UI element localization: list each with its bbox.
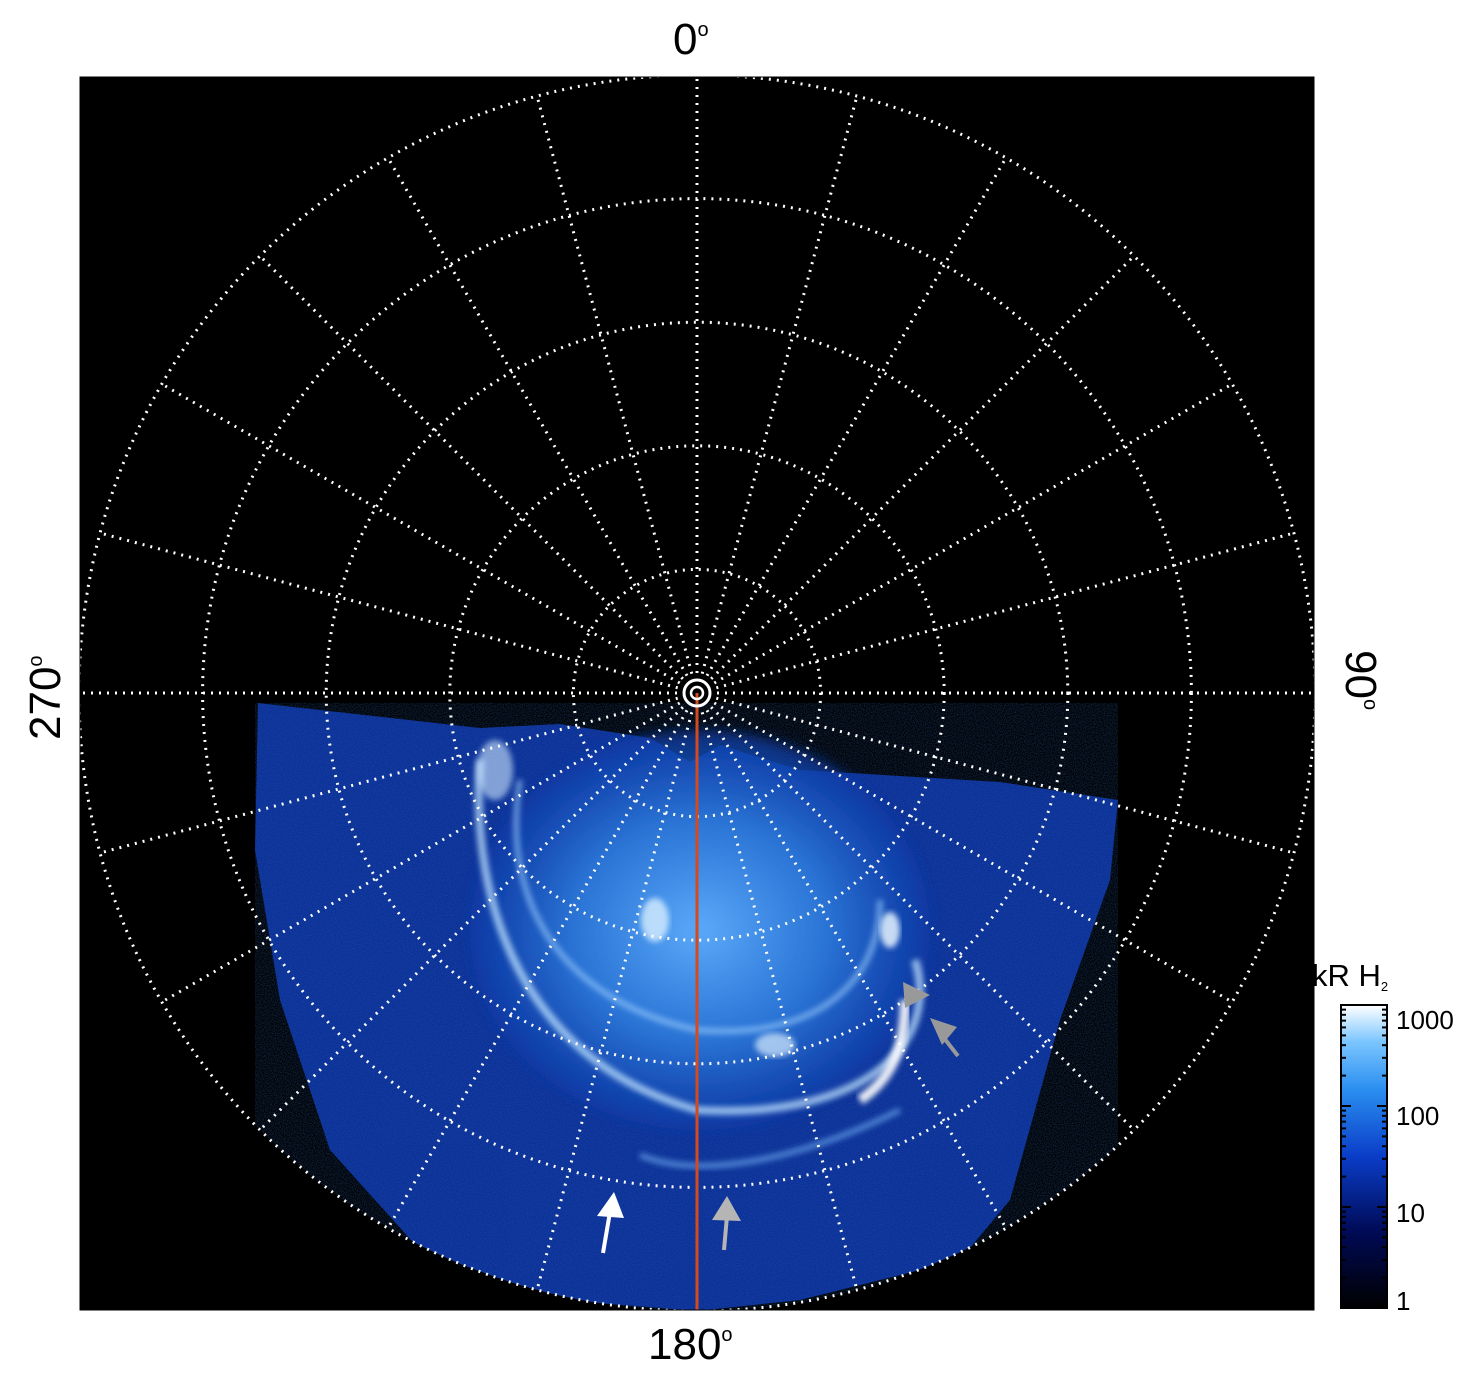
grey-arrowhead [903, 982, 930, 1008]
colorbar-tick-label: 10 [1396, 1198, 1425, 1228]
map-frame [79, 76, 1315, 1311]
colorbar-tick-label: 100 [1396, 1101, 1440, 1131]
bright-spot [641, 898, 669, 942]
colorbar [1340, 1004, 1388, 1309]
oval-arc [474, 759, 924, 1115]
colorbar-tick-label: 1000 [1396, 1005, 1454, 1035]
latitude-circle [324, 320, 1070, 1066]
inner-arc [513, 779, 883, 1035]
bright-spot [477, 740, 513, 800]
colorbar-tick-label: 1 [1396, 1286, 1411, 1316]
auroral-emission [255, 703, 1118, 1310]
bright-spot [880, 912, 900, 948]
label-180-degrees: 180o [648, 1320, 733, 1369]
label-0-degrees: 0o [673, 15, 709, 64]
grey-arrow [930, 1018, 960, 1058]
outer-arc [638, 1107, 902, 1169]
latitude-circle [571, 567, 823, 819]
bright-arc [857, 999, 910, 1105]
colorbar-ticks [1341, 1004, 1387, 1309]
colorbar-gradient [1340, 1004, 1388, 1309]
latitude-circle [448, 444, 946, 942]
bright-spot [755, 1033, 795, 1057]
grey-arrow [712, 1196, 741, 1251]
colorbar-title: kR H2 [1312, 958, 1389, 994]
main-oval [470, 730, 930, 1130]
label-270-degrees: 270o [21, 655, 70, 740]
pole-marker-inner [689, 685, 705, 701]
label-90-degrees: 90o [1336, 650, 1385, 711]
white-arrow [597, 1192, 624, 1254]
pole-marker-outer [682, 678, 712, 708]
